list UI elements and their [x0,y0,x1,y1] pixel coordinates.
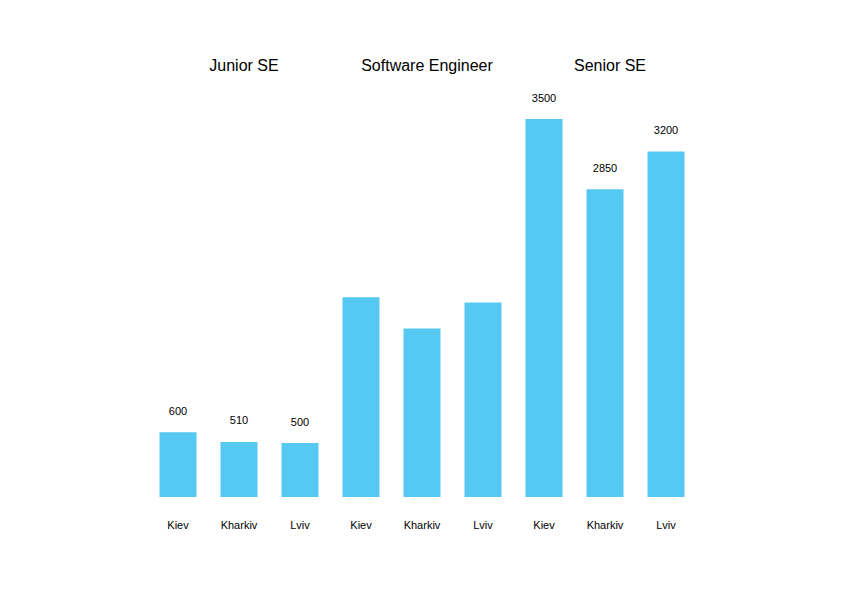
svg-text:Kiev: Kiev [533,519,555,531]
svg-text:2850: 2850 [593,162,617,174]
svg-text:Kharkiv: Kharkiv [221,519,258,531]
svg-text:600: 600 [169,405,187,417]
svg-text:3500: 3500 [532,92,556,104]
svg-text:Kharkiv: Kharkiv [404,519,441,531]
svg-text:Lviv: Lviv [656,519,676,531]
svg-text:Kiev: Kiev [350,519,372,531]
svg-text:Software Engineer: Software Engineer [361,57,493,74]
svg-text:500: 500 [291,416,309,428]
svg-text:Senior SE: Senior SE [574,57,646,74]
svg-text:3200: 3200 [654,124,678,136]
svg-text:Kharkiv: Kharkiv [587,519,624,531]
svg-text:Junior SE: Junior SE [209,57,278,74]
svg-text:Lviv: Lviv [473,519,493,531]
svg-text:Kiev: Kiev [167,519,189,531]
svg-text:510: 510 [230,414,248,426]
svg-text:Lviv: Lviv [290,519,310,531]
